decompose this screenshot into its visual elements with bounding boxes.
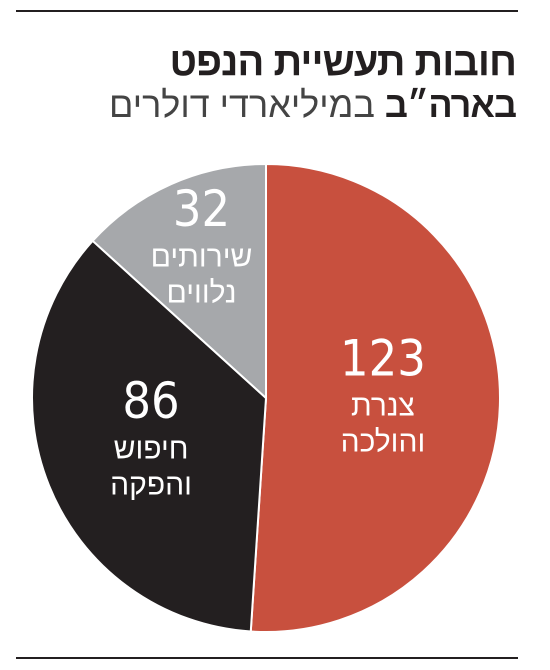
title-line-2: בארה״ב במיליארדי דולרים bbox=[109, 84, 517, 126]
top-rule bbox=[16, 10, 518, 12]
slice-label: חיפוש bbox=[114, 432, 189, 465]
value-label: 123 bbox=[340, 329, 426, 387]
bottom-rule bbox=[16, 657, 518, 659]
slice-label: נלווים bbox=[166, 276, 236, 309]
chart-subtitle: במיליארדי דולרים bbox=[109, 84, 375, 125]
pie-slice bbox=[249, 162, 501, 633]
slice-label: והולכה bbox=[341, 426, 426, 459]
value-label: 86 bbox=[122, 372, 179, 430]
pie-slice bbox=[91, 162, 267, 401]
chart-title: בארה״ב bbox=[384, 84, 517, 125]
pie-slice bbox=[31, 239, 268, 633]
value-label: 32 bbox=[173, 180, 230, 238]
slice-label: והפקה bbox=[110, 468, 192, 501]
chart-title: חובות תעשיית הנפט bbox=[169, 40, 517, 84]
slice-label: צנרת bbox=[351, 390, 415, 423]
slice-label: שירותים bbox=[151, 240, 253, 273]
